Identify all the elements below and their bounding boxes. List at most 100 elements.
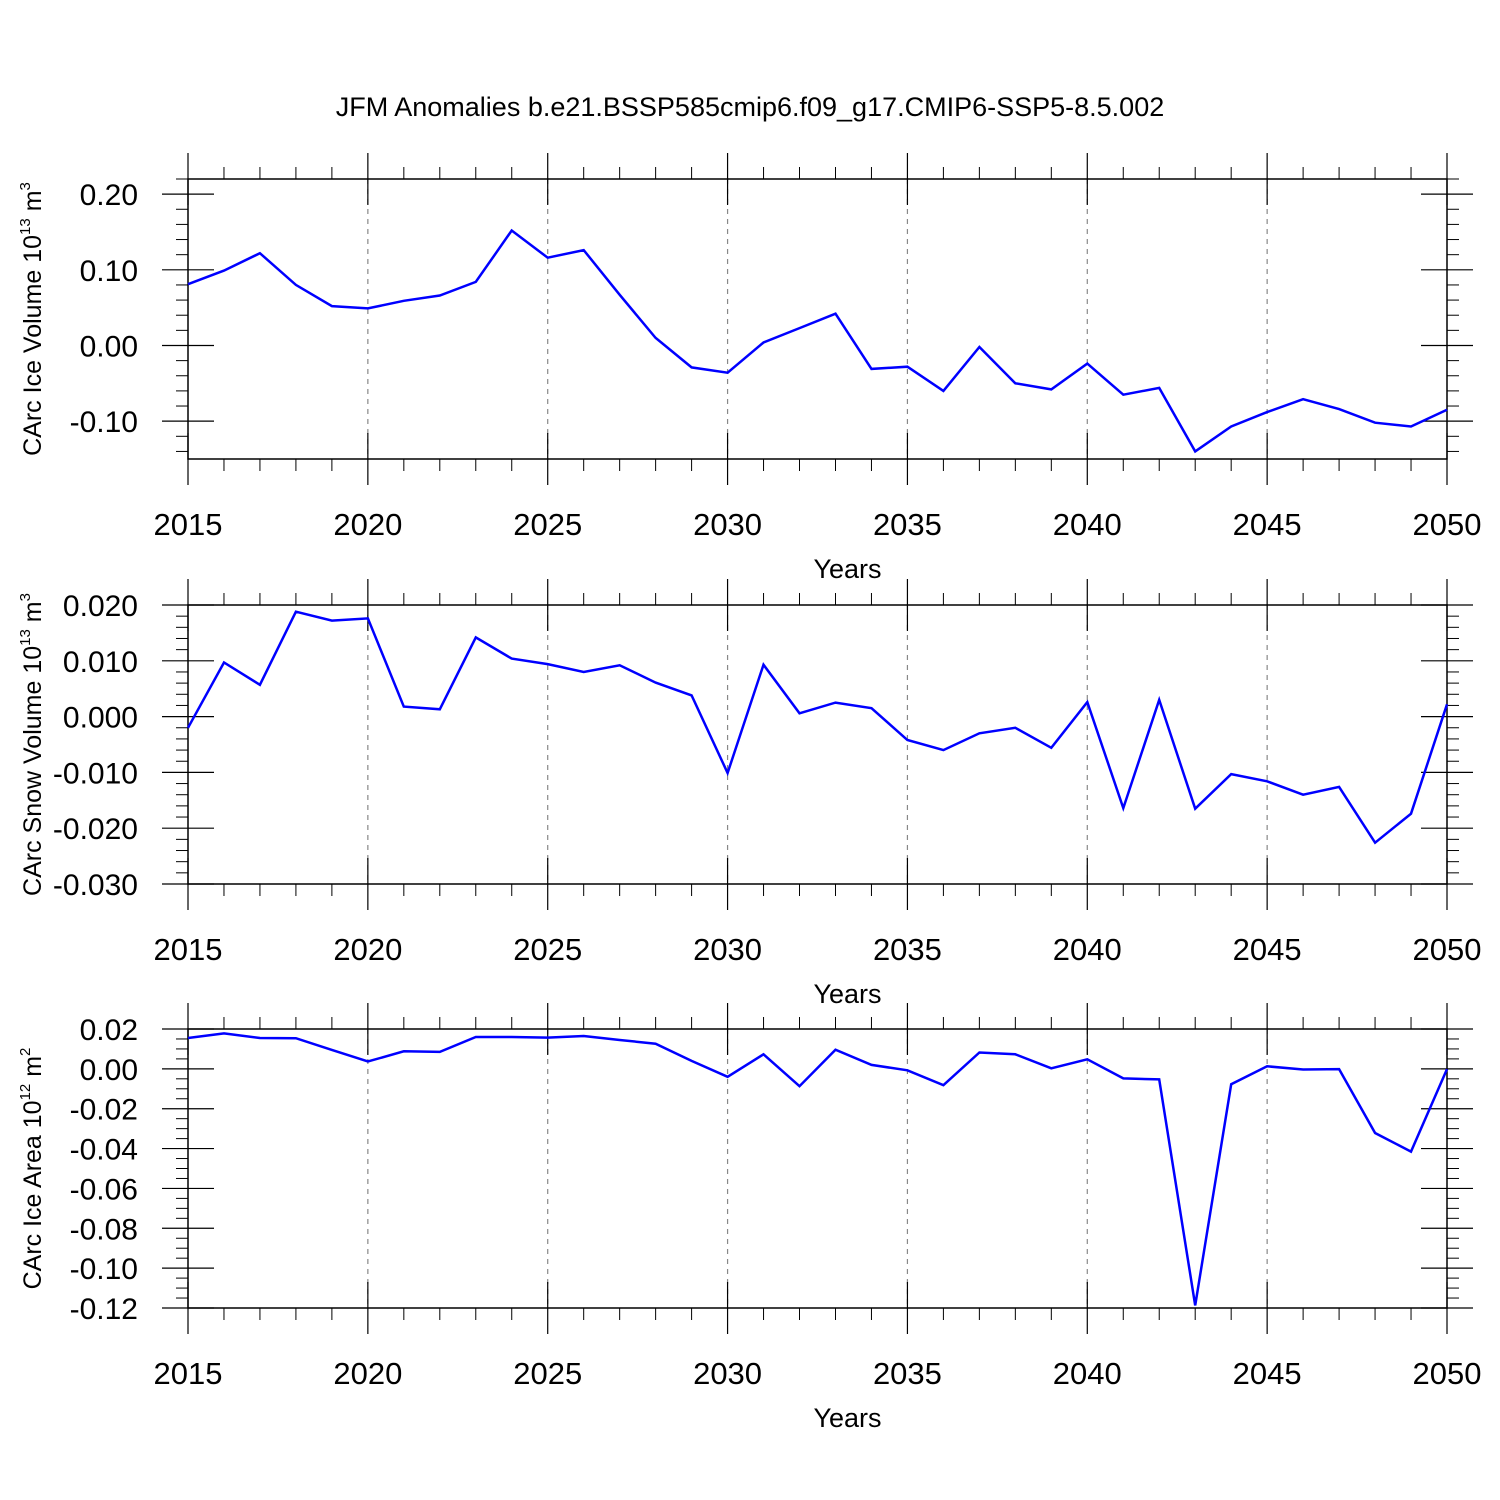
- data-point: [1049, 387, 1053, 391]
- y-tick-label: -0.06: [70, 1173, 138, 1206]
- data-point: [1373, 1131, 1377, 1135]
- y-tick-label: -0.10: [70, 1253, 138, 1286]
- x-tick-label: 2035: [873, 932, 942, 967]
- data-point: [438, 294, 442, 298]
- data-point: [510, 228, 514, 232]
- data-point: [1013, 1052, 1017, 1056]
- data-point: [366, 1059, 370, 1063]
- data-point: [546, 662, 550, 666]
- data-point: [869, 706, 873, 710]
- x-tick-label: 2045: [1233, 1356, 1302, 1391]
- plot-frame: [187, 604, 1448, 885]
- y-tick-label: -0.10: [70, 406, 138, 439]
- y-axis-label: CArc Ice Volume 1013 m3: [17, 182, 47, 456]
- x-tick-label: 2040: [1053, 932, 1122, 967]
- y-tick-label: -0.010: [53, 757, 138, 790]
- x-tick-label: 2015: [154, 1356, 223, 1391]
- data-point: [222, 269, 226, 273]
- data-point: [1301, 793, 1305, 797]
- series-line: [187, 228, 1448, 454]
- x-tick-label: 2020: [333, 1356, 402, 1391]
- data-point: [762, 1052, 766, 1056]
- data-point: [366, 616, 370, 620]
- x-tick-label: 2020: [333, 932, 402, 967]
- x-tick-label: 2025: [513, 507, 582, 542]
- panel-3: 2015 2020 2025 2030 2035 2040 2045 2050 -0.12 -0.…: [17, 1003, 1481, 1433]
- data-point: [582, 670, 586, 674]
- data-point: [618, 1038, 622, 1042]
- data-point: [438, 1050, 442, 1054]
- data-point: [186, 1036, 190, 1040]
- data-point: [582, 248, 586, 252]
- data-point: [1409, 812, 1413, 816]
- panels-group: 2015 2020 2025 2030 2035 2040 2045 2050 -0.10 0.0…: [17, 153, 1481, 1433]
- data-point: [941, 1083, 945, 1087]
- data-point: [1193, 1303, 1197, 1307]
- data-point: [402, 705, 406, 709]
- data-point: [905, 1068, 909, 1072]
- data-point: [402, 299, 406, 303]
- data-point: [294, 610, 298, 614]
- data-point: [905, 365, 909, 369]
- data-point: [762, 663, 766, 667]
- x-tick-label: 2050: [1413, 1356, 1482, 1391]
- data-point: [1121, 806, 1125, 810]
- x-tick-label: 2045: [1233, 507, 1302, 542]
- data-point: [294, 283, 298, 287]
- y-tick-label: -0.02: [70, 1094, 138, 1127]
- panel-1: 2015 2020 2025 2030 2035 2040 2045 2050 -0.10 0.0…: [17, 153, 1481, 584]
- data-point: [977, 345, 981, 349]
- x-tick-label: 2035: [873, 507, 942, 542]
- data-point: [474, 280, 478, 284]
- data-point: [977, 731, 981, 735]
- data-point: [330, 304, 334, 308]
- x-tick-label: 2025: [513, 932, 582, 967]
- data-point: [1229, 424, 1233, 428]
- data-point: [1229, 1082, 1233, 1086]
- data-point: [1265, 1064, 1269, 1068]
- data-point: [654, 681, 658, 685]
- x-tick-label: 2015: [154, 932, 223, 967]
- data-point: [1337, 785, 1341, 789]
- data-point: [690, 1059, 694, 1063]
- data-point: [330, 619, 334, 623]
- data-point: [726, 1075, 730, 1079]
- data-point: [438, 707, 442, 711]
- series-line: [186, 610, 1449, 845]
- data-point: [1409, 424, 1413, 428]
- data-point: [1337, 1067, 1341, 1071]
- data-point: [833, 701, 837, 705]
- data-point: [294, 1036, 298, 1040]
- data-point: [762, 340, 766, 344]
- x-tick-label: 2045: [1233, 932, 1302, 967]
- figure-title: JFM Anomalies b.e21.BSSP585cmip6.f09_g17…: [336, 92, 1164, 122]
- data-point: [1265, 410, 1269, 414]
- data-point: [366, 306, 370, 310]
- y-tick-label: -0.08: [70, 1213, 138, 1246]
- data-point: [258, 1036, 262, 1040]
- data-point: [690, 365, 694, 369]
- data-point: [546, 256, 550, 260]
- data-point: [1409, 1150, 1413, 1154]
- data-point: [1229, 772, 1233, 776]
- data-point: [726, 371, 730, 375]
- x-axis-label: Years: [813, 979, 881, 1009]
- y-tick-label: 0.000: [63, 702, 138, 735]
- data-point: [798, 326, 802, 330]
- data-point: [1085, 1057, 1089, 1061]
- data-point: [1193, 449, 1197, 453]
- y-tick-label: -0.020: [53, 813, 138, 846]
- data-point: [330, 1048, 334, 1052]
- data-point: [1121, 1076, 1125, 1080]
- data-point: [1445, 408, 1449, 412]
- y-tick-label: -0.12: [70, 1293, 138, 1326]
- y-tick-label: 0.010: [63, 646, 138, 679]
- x-tick-label: 2050: [1413, 932, 1482, 967]
- data-point: [1157, 698, 1161, 702]
- data-point: [258, 683, 262, 687]
- data-point: [1157, 386, 1161, 390]
- data-point: [654, 336, 658, 340]
- y-tick-label: 0.00: [80, 330, 138, 363]
- data-point: [1445, 1067, 1449, 1071]
